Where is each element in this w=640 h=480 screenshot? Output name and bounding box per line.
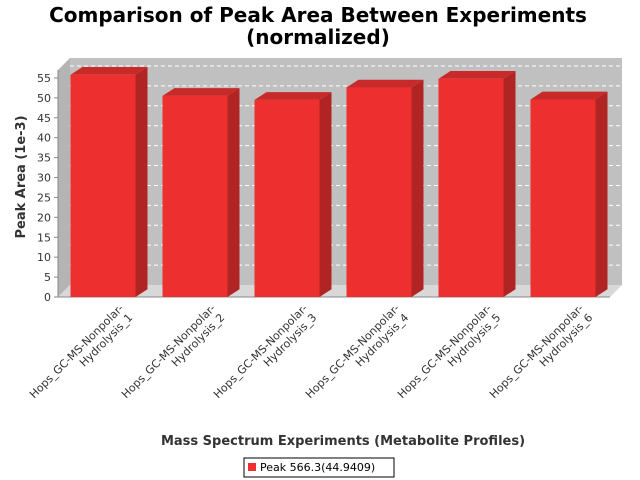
plot-left-wall bbox=[58, 58, 70, 297]
x-axis-tick-labels: Hops_GC-MS-Nonpolar-Hydrolysis_1Hops_GC-… bbox=[27, 302, 595, 401]
legend-swatch bbox=[248, 463, 256, 471]
bar-side bbox=[595, 91, 608, 298]
bar-top bbox=[438, 70, 516, 79]
bar-side bbox=[503, 70, 516, 298]
legend-box bbox=[243, 457, 395, 478]
y-tick-label: 55 bbox=[37, 72, 51, 85]
chart-subtitle: (normalized) bbox=[246, 25, 390, 49]
bar bbox=[70, 66, 148, 298]
legend: Peak 566.3(44.9409) bbox=[243, 457, 395, 478]
y-tick-label: 50 bbox=[37, 92, 51, 105]
bar-top bbox=[530, 91, 608, 100]
gridlines bbox=[70, 65, 622, 266]
bar-front bbox=[346, 87, 412, 298]
x-tick-label: Hops_GC-MS-Nonpolar- bbox=[119, 302, 218, 401]
chart-title: Comparison of Peak Area Between Experime… bbox=[49, 3, 587, 27]
bar-front bbox=[438, 78, 504, 297]
bar-front bbox=[70, 74, 136, 297]
bar-top bbox=[346, 79, 424, 88]
y-tick-label: 0 bbox=[44, 291, 51, 304]
bar bbox=[346, 79, 424, 298]
bar-top bbox=[70, 66, 148, 75]
y-tick-label: 5 bbox=[44, 271, 51, 284]
bar bbox=[530, 91, 608, 298]
bar-side bbox=[135, 66, 148, 298]
x-tick-label: Hops_GC-MS-Nonpolar- bbox=[487, 302, 586, 401]
x-tick-label: Hops_GC-MS-Nonpolar- bbox=[395, 302, 494, 401]
y-tick-label: 35 bbox=[37, 152, 51, 165]
y-axis-ticks: 0 5 10 15 20 25 30 35 40 45 50 55 bbox=[37, 72, 58, 304]
legend-label: Peak 566.3(44.9409) bbox=[260, 461, 375, 474]
bar-front bbox=[162, 95, 228, 298]
bar bbox=[438, 70, 516, 298]
bar-top bbox=[162, 88, 240, 96]
y-tick-label: 30 bbox=[37, 172, 51, 185]
y-tick-label: 10 bbox=[37, 251, 51, 264]
y-tick-label: 40 bbox=[37, 132, 51, 145]
bars bbox=[70, 66, 608, 298]
x-tick-label: Hops_GC-MS-Nonpolar- bbox=[303, 302, 402, 401]
y-axis-title: Peak Area (1e-3) bbox=[14, 115, 29, 238]
y-tick-label: 15 bbox=[37, 231, 51, 244]
bar-top bbox=[254, 92, 332, 100]
bar bbox=[254, 92, 332, 297]
x-tick-label: Hops_GC-MS-Nonpolar- bbox=[211, 302, 310, 401]
x-tick-label: Hops_GC-MS-Nonpolar- bbox=[27, 302, 126, 401]
y-tick-label: 20 bbox=[37, 211, 51, 224]
bar bbox=[162, 88, 240, 298]
y-tick-label: 45 bbox=[37, 112, 51, 125]
bar-side bbox=[319, 92, 332, 297]
bar-front bbox=[530, 99, 596, 297]
x-axis-title: Mass Spectrum Experiments (Metabolite Pr… bbox=[161, 434, 525, 449]
bar-side bbox=[227, 88, 240, 297]
bar-side bbox=[411, 79, 424, 297]
bar-front bbox=[254, 99, 320, 297]
y-tick-label: 25 bbox=[37, 191, 51, 204]
